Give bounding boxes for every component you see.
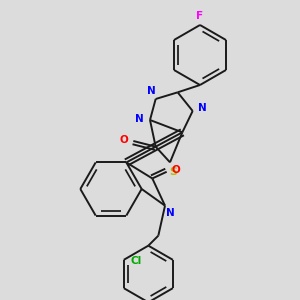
Text: S: S <box>169 167 177 177</box>
Text: Cl: Cl <box>131 256 142 266</box>
Text: N: N <box>198 103 207 113</box>
Text: N: N <box>147 86 156 96</box>
Text: O: O <box>120 135 129 145</box>
Text: F: F <box>196 11 204 21</box>
Text: N: N <box>135 114 143 124</box>
Text: O: O <box>172 165 180 175</box>
Text: N: N <box>166 208 174 218</box>
